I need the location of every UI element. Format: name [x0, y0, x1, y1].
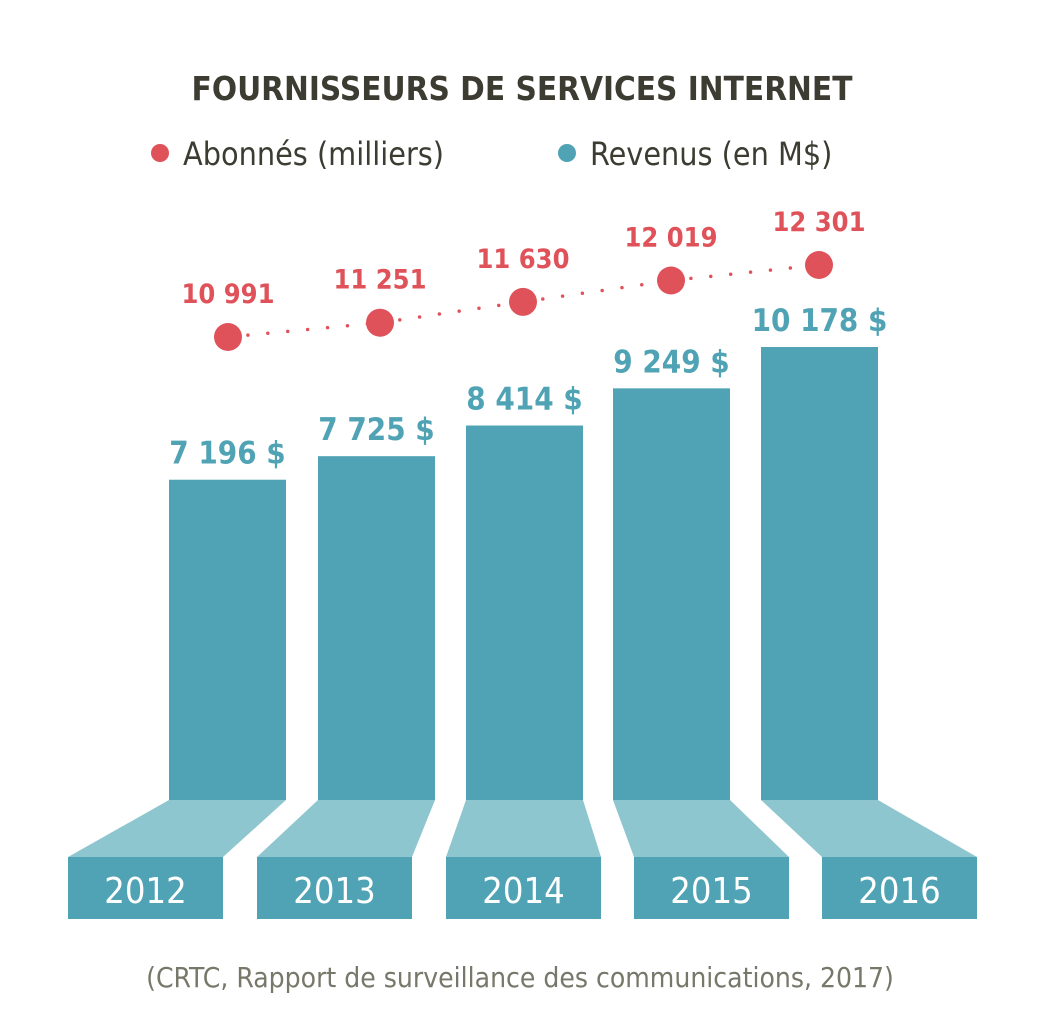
year-plate	[257, 857, 412, 919]
revenue-data-label: 9 249 $	[613, 344, 729, 380]
revenue-data-label: 7 725 $	[318, 412, 434, 448]
x-tick-label: 2013	[293, 871, 375, 912]
revenue-bar	[169, 479, 286, 800]
year-plate	[634, 857, 789, 919]
x-tick-label: 2012	[104, 871, 186, 912]
chart-title: FOURNISSEURS DE SERVICES INTERNET	[192, 69, 854, 108]
source-note: (CRTC, Rapport de surveillance des commu…	[146, 961, 894, 994]
subscriber-point	[214, 323, 242, 351]
x-tick-label: 2014	[482, 871, 564, 912]
legend-marker-revenue	[558, 144, 576, 162]
subscriber-connector-line	[378, 300, 525, 325]
subscriber-point	[657, 266, 685, 295]
revenue-bar	[466, 425, 583, 800]
x-tick-label: 2016	[858, 871, 940, 912]
revenue-bar	[761, 347, 878, 800]
subscriber-data-label: 10 991	[182, 279, 275, 310]
revenue-data-label: 10 178 $	[752, 303, 888, 339]
subscriber-data-label: 11 630	[477, 244, 570, 275]
subscriber-connector-line	[669, 263, 821, 283]
x-tick-label: 2015	[670, 871, 752, 912]
bar-base-perspective	[761, 800, 977, 857]
bar-base-perspective	[257, 800, 435, 857]
subscriber-connector-line	[521, 278, 673, 304]
subscriber-data-label: 12 301	[773, 207, 866, 238]
legend-label-subscribers: Abonnés (milliers)	[183, 135, 444, 173]
bar-base-perspective	[68, 800, 286, 857]
subscriber-point	[366, 308, 394, 337]
bar-base-perspective	[613, 800, 789, 857]
subscriber-point	[509, 287, 537, 316]
revenue-bar	[613, 388, 730, 800]
subscriber-data-label: 11 251	[334, 265, 427, 296]
revenue-bar	[318, 456, 435, 800]
subscriber-connector-line	[226, 320, 382, 339]
legend-label-revenue: Revenus (en M$)	[590, 135, 832, 173]
revenue-data-label: 8 414 $	[466, 382, 582, 418]
bar-base-perspective	[446, 800, 601, 857]
year-plate	[68, 857, 223, 919]
revenue-data-label: 7 196 $	[169, 436, 285, 472]
year-plate	[822, 857, 977, 919]
subscriber-data-label: 12 019	[625, 222, 718, 253]
legend-marker-subscribers	[151, 144, 169, 162]
subscriber-point	[805, 251, 833, 279]
year-plate	[446, 857, 601, 919]
